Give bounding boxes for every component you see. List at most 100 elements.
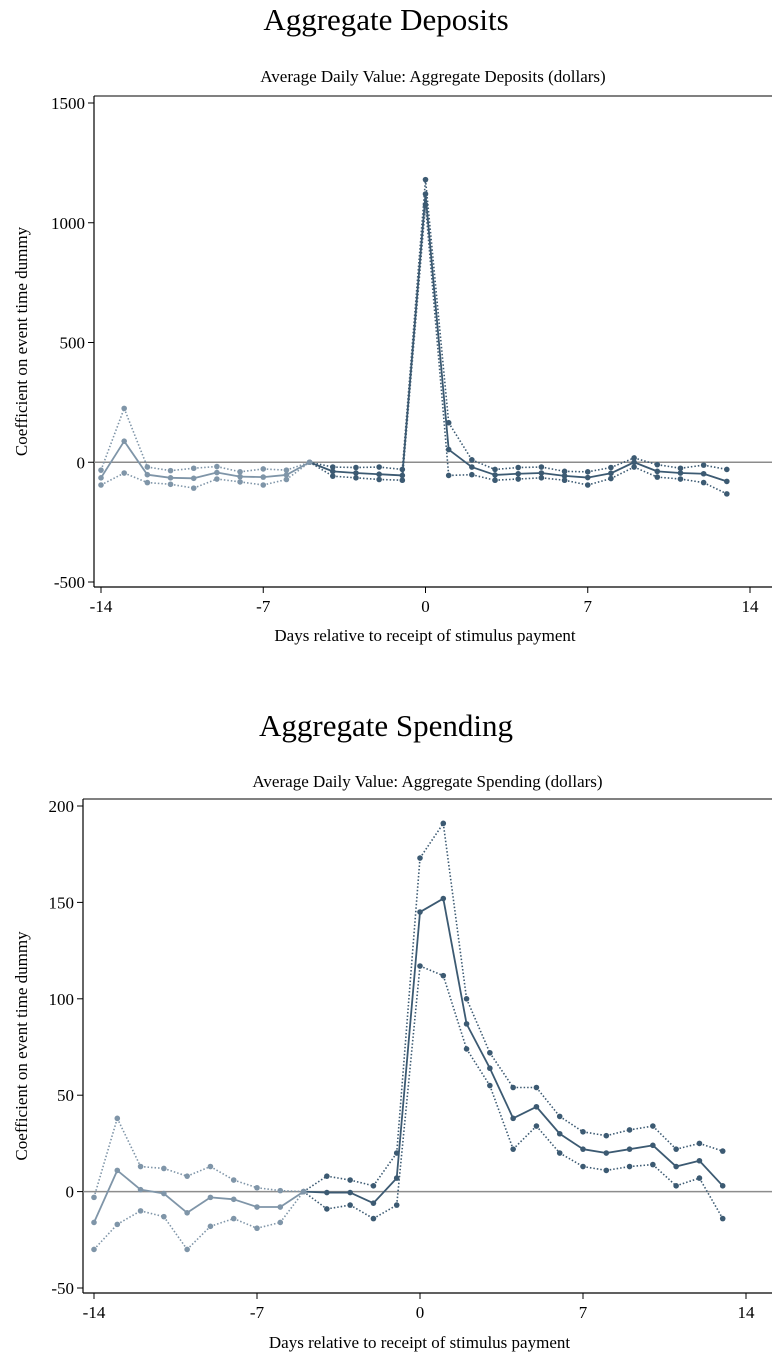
upper_ci-segment [699,1142,723,1152]
upper_ci-segment [163,1167,188,1177]
deposits-panel: Aggregate Deposits Average Daily Value: … [12,2,772,645]
upper_ci-segment [652,1125,677,1150]
upper_ci-point [353,464,359,471]
lower_ci-segment [541,477,565,482]
estimate-point [144,471,151,478]
estimate-segment [448,448,473,468]
estimate-point [515,470,522,477]
y-tick-label: 200 [49,797,75,816]
chart-title: Aggregate Deposits [263,2,509,37]
y-axis-label: Coefficient on event time dummy [12,931,31,1161]
upper_ci-segment [610,457,635,469]
estimate-point [283,472,290,478]
upper_ci-point [580,1129,586,1135]
estimate-segment [193,471,218,480]
estimate-segment [610,461,635,475]
estimate-point [445,446,452,453]
estimate-point [510,1115,516,1122]
upper_ci-segment [303,1175,328,1193]
lower_ci-segment [355,477,380,481]
lower_ci-point [144,479,151,486]
estimate-segment [471,466,496,476]
estimate-point [724,478,730,485]
upper_ci-point [417,855,423,861]
estimate-segment [582,1148,607,1154]
upper_ci-segment [186,1165,211,1177]
estimate-point [603,1150,610,1156]
upper_ci-point [608,464,614,471]
x-tick-label: 7 [584,597,593,616]
x-tick-label: -7 [250,1303,265,1322]
upper_ci-point [347,1177,353,1183]
lower_ci-point [98,482,104,488]
estimate-segment [372,1177,398,1204]
lower_ci-point [237,479,243,485]
estimate-segment [355,472,380,476]
lower_ci-point [422,201,429,208]
estimate-series [98,191,730,485]
lower_ci-segment [140,1210,165,1218]
lower_ci-point [121,470,127,476]
lower_ci-segment [512,1125,537,1150]
upper_ci-point [492,466,498,473]
upper_ci-segment [263,468,287,471]
upper_ci-point [393,1150,400,1156]
y-tick-label: 50 [57,1086,74,1105]
upper_ci-point [324,1173,330,1179]
estimate-segment [419,897,444,913]
upper_ci-segment [239,468,264,473]
lower_ci-series [98,201,730,497]
upper_ci-point [137,1163,144,1170]
y-tick-label: 0 [77,453,86,472]
upper_ci-segment [116,1117,142,1167]
lower_ci-segment [239,481,264,486]
estimate-segment [147,473,171,479]
lower_ci-segment [326,1204,351,1210]
upper_ci-segment [401,179,427,470]
lower_ci-point [487,1082,493,1089]
estimate-point [654,468,661,475]
upper_ci-point [603,1132,610,1139]
upper_ci-segment [633,457,658,466]
upper_ci-segment [559,1115,584,1133]
lower_ci-point [654,474,661,480]
upper_ci-segment [424,179,450,423]
estimate-segment [233,1198,258,1208]
estimate-segment [564,475,588,479]
estimate-point [533,1103,540,1110]
lower_ci-segment [657,476,681,480]
upper_ci-segment [675,1142,700,1150]
estimate-point [114,1167,121,1174]
lower_ci-point [161,1213,167,1220]
lower_ci-segment [216,478,241,483]
upper_ci-point [184,1173,190,1179]
lower_ci-point [580,1163,586,1170]
estimate-point [719,1183,726,1189]
estimate-segment [675,1159,700,1168]
upper_ci-point [650,1123,656,1129]
upper_ci-point [254,1184,260,1191]
upper_ci-segment [541,466,565,473]
lower_ci-segment [698,1177,724,1219]
y-tick-label: 1000 [51,214,85,233]
lower_ci-segment [263,478,287,486]
estimate-point [463,1021,470,1027]
lower_ci-segment [419,965,444,977]
lower_ci-point [306,459,313,466]
upper_ci-point [161,1165,167,1172]
x-tick-label: 0 [421,597,430,616]
y-axis-label: Coefficient on event time dummy [12,226,31,456]
y-tick-label: -500 [54,573,85,592]
upper_ci-segment [535,1086,561,1117]
upper_ci-point [626,1127,633,1133]
lower_ci-segment [680,478,704,484]
estimate-segment [518,472,542,475]
chart-subtitle: Average Daily Value: Aggregate Deposits … [260,67,605,86]
lower_ci-point [538,475,545,481]
upper_ci-series [91,820,726,1201]
estimate-point [254,1204,260,1210]
lower_ci-segment [256,1221,281,1230]
lower_ci-point [673,1183,679,1189]
estimate-point [538,470,545,476]
upper_ci-point [260,466,267,472]
